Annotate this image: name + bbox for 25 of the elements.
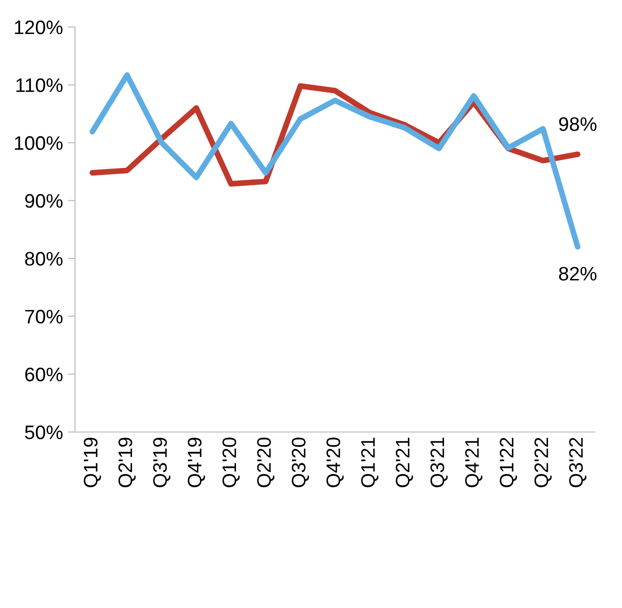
y-tick-label: 110% — [16, 78, 63, 92]
x-tick-label: Q3'20 — [292, 438, 310, 488]
data-label: 98% — [559, 117, 596, 131]
x-tick-label: Q4'19 — [188, 438, 206, 488]
data-label: 82% — [559, 266, 596, 281]
x-tick-label: Q3'22 — [569, 438, 586, 488]
x-tick-label: Q1'22 — [500, 438, 518, 488]
y-tick-label: 80% — [25, 252, 63, 266]
x-tick-label: Q3'19 — [153, 438, 170, 488]
y-tick-label: 100% — [14, 136, 63, 150]
y-tick-label: 70% — [25, 310, 63, 324]
x-tick-label: Q4'21 — [465, 438, 482, 488]
x-tick-label: Q2'20 — [257, 438, 274, 488]
y-tick-label: 50% — [25, 425, 63, 440]
x-tick-label: Q1'20 — [222, 438, 240, 488]
x-tick-label: Q2'22 — [534, 438, 552, 488]
y-tick-label: 120% — [14, 20, 63, 34]
y-tick-label: 90% — [25, 194, 63, 208]
x-tick-label: Q3'21 — [430, 438, 448, 488]
x-tick-label: Q1'21 — [361, 438, 378, 488]
x-tick-label: Q2'19 — [118, 438, 136, 488]
x-tick-label: Q2'21 — [396, 438, 414, 488]
y-tick-label: 60% — [25, 368, 63, 382]
x-tick-label: Q1'19 — [84, 438, 102, 488]
x-tick-label: Q4'20 — [326, 438, 344, 488]
